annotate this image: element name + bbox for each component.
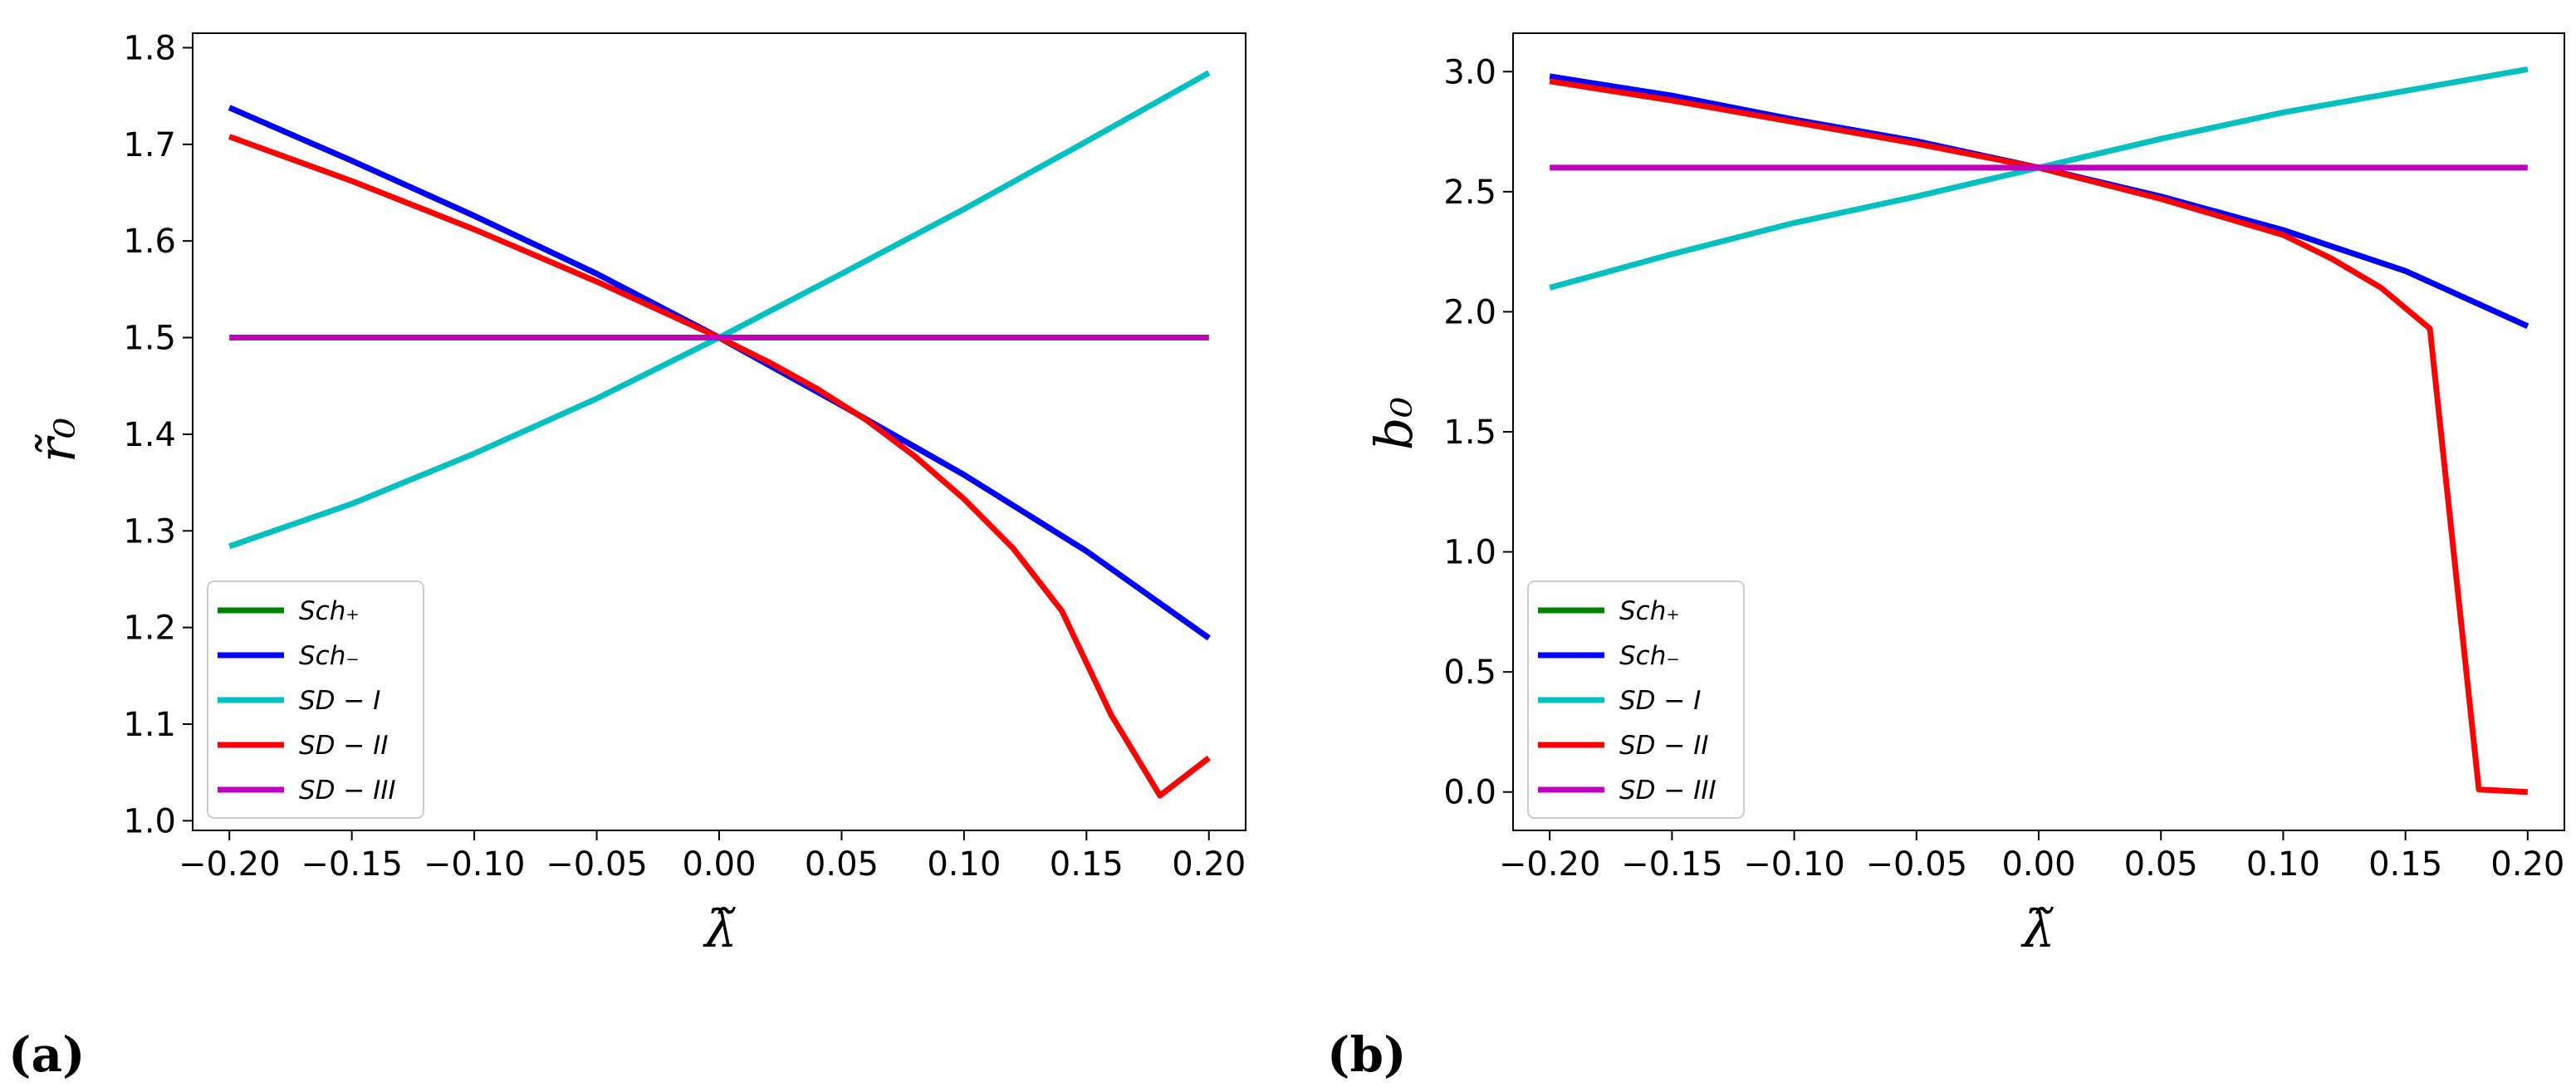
- x-tick-label: 0.15: [1050, 845, 1124, 884]
- x-tick-label: 0.05: [805, 845, 879, 884]
- x-tick-label: 0.00: [2001, 845, 2075, 884]
- x-tick-label: −0.20: [179, 845, 281, 884]
- x-tick-label: −0.10: [1743, 845, 1845, 884]
- legend-entry: Sch₋: [299, 641, 360, 671]
- panel-b: b₀ λ̃ (b) −0.20 −0.15 −0.10 −0.05 0.00 0.05 0.…: [1327, 32, 2565, 1083]
- y-tick-label: 1.0: [123, 802, 176, 840]
- x-tick-label: 0.10: [927, 845, 1001, 884]
- y-tick-label: 0.5: [1443, 654, 1496, 692]
- x-tick-label: −0.10: [424, 845, 526, 884]
- y-tick-label: 1.6: [123, 223, 176, 261]
- x-tick-label: −0.05: [546, 845, 648, 884]
- y-tick-label: 1.0: [1443, 534, 1496, 572]
- x-tick-label: 0.05: [2124, 845, 2198, 884]
- y-tick-label: 1.4: [123, 416, 176, 454]
- x-tick-label: −0.15: [1621, 845, 1723, 884]
- y-axis-label: b₀: [1364, 397, 1424, 451]
- y-tick-label: 3.0: [1443, 53, 1496, 91]
- x-tick-label: 0.00: [682, 845, 756, 884]
- x-axis-label: λ̃: [702, 898, 737, 959]
- legend-entry: Sch₋: [1619, 641, 1680, 671]
- legend-entry: SD − I: [299, 686, 380, 716]
- y-axis-label: r̃₀: [27, 418, 87, 463]
- y-tick-label: 1.7: [123, 126, 176, 164]
- panel-label: (b): [1327, 1026, 1406, 1083]
- x-tick-label: 0.10: [2246, 845, 2320, 884]
- legend-entry: Sch₊: [299, 596, 360, 626]
- legend-entry: SD − II: [1619, 731, 1709, 761]
- y-tick-label: 1.1: [123, 706, 176, 744]
- legend-entry: SD − II: [299, 731, 389, 761]
- y-tick-label: 1.2: [123, 610, 176, 648]
- x-tick-label: 0.15: [2368, 845, 2442, 884]
- legend-entry: Sch₊: [1619, 596, 1680, 626]
- legend-entry: SD − I: [1619, 686, 1701, 716]
- y-tick-label: 1.5: [123, 320, 176, 358]
- x-tick-label: 0.20: [2490, 845, 2564, 884]
- legend-entry: SD − III: [299, 776, 396, 805]
- y-tick-label: 1.8: [123, 29, 176, 67]
- series-line: [1549, 78, 2528, 796]
- legend-entry: SD − III: [1619, 776, 1717, 805]
- x-axis-label: λ̃: [2020, 898, 2054, 959]
- legend-box: [207, 580, 424, 819]
- legend-box: [1527, 580, 1745, 819]
- y-tick-label: 2.5: [1443, 174, 1496, 212]
- y-tick-label: 1.3: [123, 512, 176, 551]
- x-tick-label: −0.05: [1866, 845, 1968, 884]
- x-tick-label: 0.20: [1172, 845, 1246, 884]
- x-tick-label: −0.15: [301, 845, 403, 884]
- y-tick-label: 0.0: [1443, 774, 1496, 812]
- x-tick-label: −0.20: [1499, 845, 1601, 884]
- y-tick-label: 1.5: [1443, 414, 1496, 452]
- panel-label: (a): [8, 1026, 85, 1083]
- series-line: [228, 134, 1211, 799]
- y-tick-label: 2.0: [1443, 293, 1496, 331]
- panel-a: r̃₀ λ̃ (a) −0.20 −0.15 −0.10 −0.05 0.00 0.05 0…: [8, 29, 1246, 1083]
